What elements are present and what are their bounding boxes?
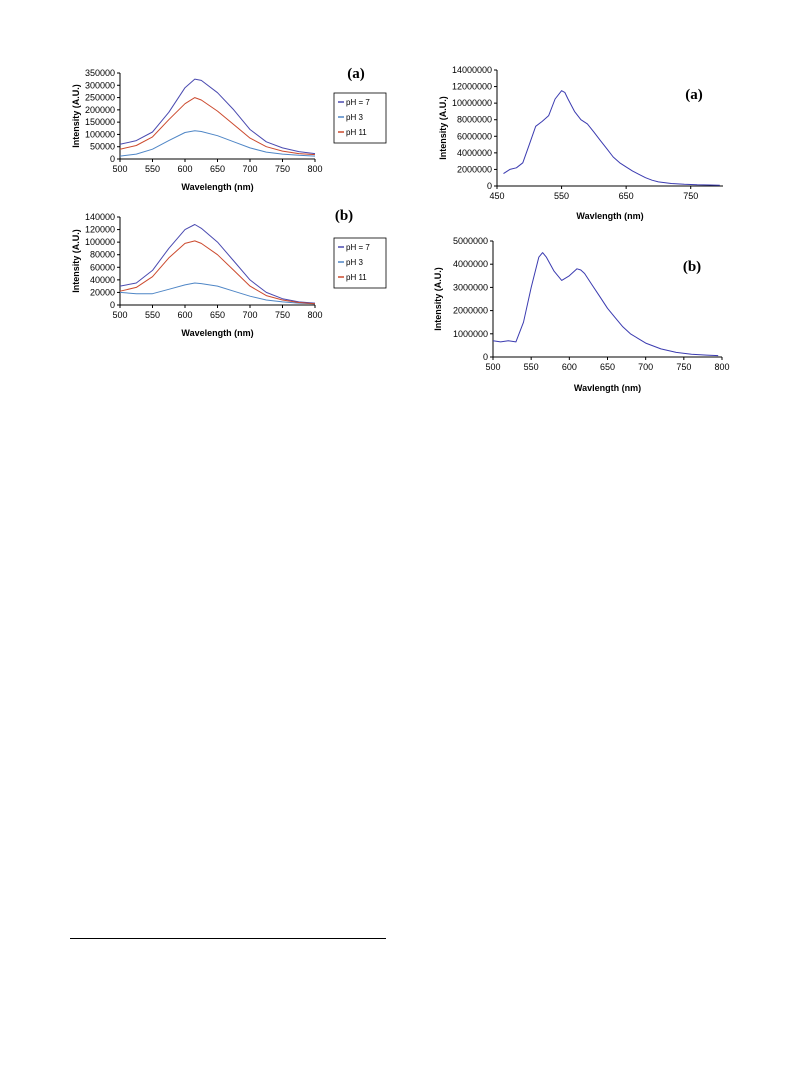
- y-tick-label: 0: [483, 352, 488, 362]
- y-tick-label: 0: [487, 181, 492, 191]
- footnote-divider: [70, 938, 386, 939]
- panel-label: (b): [683, 259, 701, 275]
- chart-3: 0 2000000 4000000 6000000 8000000 10000000 120…: [438, 65, 723, 221]
- x-tick-label: 800: [714, 362, 729, 372]
- y-tick-label: 3000000: [453, 282, 488, 292]
- legend-box: [333, 92, 387, 144]
- y-axis-label: Intensity (A.U.): [71, 84, 81, 148]
- series-line-3: [119, 97, 316, 156]
- x-tick-label: 750: [275, 310, 290, 320]
- y-tick-label: 100000: [85, 237, 115, 247]
- x-tick-label: 650: [210, 310, 225, 320]
- panel-label: (b): [335, 208, 353, 224]
- x-axis-label: Wavlength (nm): [574, 383, 641, 393]
- y-tick-label: 14000000: [452, 65, 492, 75]
- legend-label-3: pH 11: [346, 128, 367, 137]
- x-tick-label: 450: [489, 191, 504, 201]
- series-line-2: [119, 130, 316, 157]
- y-tick-label: 0: [110, 300, 115, 310]
- x-tick-label: 650: [210, 164, 225, 174]
- y-tick-label: 100000: [85, 129, 115, 139]
- y-axis-label: Intensity (A.U.): [438, 96, 448, 160]
- y-tick-label: 4000000: [457, 148, 492, 158]
- y-tick-label: 4000000: [453, 259, 488, 269]
- x-tick-label: 500: [485, 362, 500, 372]
- series-line-3: [119, 240, 316, 305]
- x-tick-label: 500: [112, 164, 127, 174]
- series-line-1: [119, 78, 316, 155]
- x-tick-label: 550: [145, 164, 160, 174]
- y-tick-label: 250000: [85, 93, 115, 103]
- x-tick-label: 550: [145, 310, 160, 320]
- y-tick-label: 120000: [85, 225, 115, 235]
- y-tick-label: 0: [110, 154, 115, 164]
- legend-label-1: pH = 7: [346, 243, 370, 252]
- x-tick-label: 600: [177, 310, 192, 320]
- x-tick-label: 800: [307, 164, 322, 174]
- x-axis-label: Wavlength (nm): [576, 211, 643, 221]
- legend: pH = 7 pH 3 pH 11: [333, 237, 387, 289]
- series-line-1: [119, 224, 316, 304]
- y-tick-label: 2000000: [453, 306, 488, 316]
- x-tick-label: 650: [600, 362, 615, 372]
- y-tick-label: 10000000: [452, 98, 492, 108]
- legend-label-1: pH = 7: [346, 98, 370, 107]
- x-tick-label: 750: [676, 362, 691, 372]
- y-tick-label: 6000000: [457, 131, 492, 141]
- legend-label-2: pH 3: [346, 113, 363, 122]
- y-tick-label: 20000: [90, 287, 115, 297]
- x-tick-label: 700: [638, 362, 653, 372]
- y-tick-label: 300000: [85, 80, 115, 90]
- panel-label: (a): [347, 66, 365, 82]
- y-tick-label: 150000: [85, 117, 115, 127]
- y-tick-label: 140000: [85, 212, 115, 222]
- y-tick-label: 5000000: [453, 236, 488, 246]
- y-tick-label: 60000: [90, 262, 115, 272]
- chart-2: 0 20000 40000 60000 80000 100000 120000 140000 5…: [71, 208, 387, 338]
- x-tick-label: 700: [242, 164, 257, 174]
- y-tick-label: 2000000: [457, 164, 492, 174]
- legend-label-3: pH 11: [346, 273, 367, 282]
- x-tick-label: 750: [683, 191, 698, 201]
- y-tick-label: 12000000: [452, 82, 492, 92]
- legend-label-2: pH 3: [346, 258, 363, 267]
- x-tick-label: 750: [275, 164, 290, 174]
- x-tick-label: 650: [619, 191, 634, 201]
- series-line-1: [492, 252, 719, 357]
- y-axis-label: Intensity (A.U.): [433, 267, 443, 331]
- y-tick-label: 50000: [90, 142, 115, 152]
- y-tick-label: 1000000: [453, 329, 488, 339]
- x-tick-label: 550: [554, 191, 569, 201]
- y-tick-label: 80000: [90, 250, 115, 260]
- x-tick-label: 800: [307, 310, 322, 320]
- x-tick-label: 600: [177, 164, 192, 174]
- series-line-2: [119, 282, 316, 305]
- x-tick-label: 550: [524, 362, 539, 372]
- x-tick-label: 700: [242, 310, 257, 320]
- panel-label: (a): [685, 87, 703, 103]
- chart-4: 0 1000000 2000000 3000000 4000000 5000000 500 5…: [433, 236, 730, 393]
- x-axis-label: Wavelength (nm): [181, 328, 253, 338]
- y-axis-label: Intensity (A.U.): [71, 229, 81, 293]
- legend: pH = 7 pH 3 pH 11: [333, 92, 387, 144]
- chart-1: 0 50000 100000 150000 200000 250000 300000 3500…: [71, 66, 387, 192]
- y-tick-label: 8000000: [457, 115, 492, 125]
- y-tick-label: 350000: [85, 68, 115, 78]
- x-tick-label: 500: [112, 310, 127, 320]
- y-tick-label: 200000: [85, 105, 115, 115]
- x-axis-label: Wavelength (nm): [181, 182, 253, 192]
- y-tick-label: 40000: [90, 275, 115, 285]
- series-line-1: [503, 90, 720, 186]
- x-tick-label: 600: [562, 362, 577, 372]
